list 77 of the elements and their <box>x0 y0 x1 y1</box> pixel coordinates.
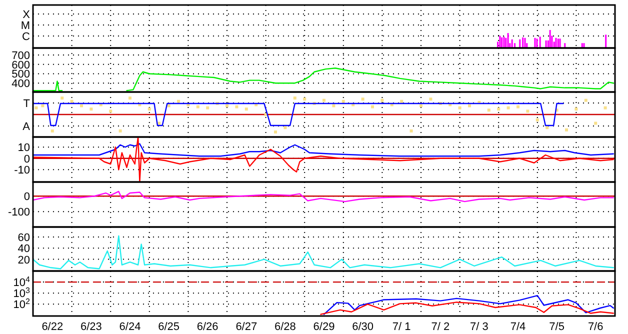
point <box>80 104 83 108</box>
point <box>244 108 248 111</box>
point <box>342 100 345 103</box>
x-tick-label: 7/ 2 <box>431 321 450 333</box>
x-tick-label: 6/24 <box>119 321 141 333</box>
y-tick-label: 10 <box>18 142 30 154</box>
point <box>332 104 336 108</box>
x-tick-label: 6/26 <box>196 321 218 333</box>
point <box>380 98 384 102</box>
y-tick-label: 20 <box>18 254 30 266</box>
point <box>128 96 132 100</box>
point <box>70 100 74 103</box>
point <box>604 106 607 110</box>
x-tick-label: 6/28 <box>274 321 296 333</box>
point <box>235 105 238 108</box>
point <box>371 105 374 108</box>
x-tick-label: 6/27 <box>236 321 258 333</box>
x-tick-label: 7/4 <box>510 321 526 333</box>
y-tick-label: 60 <box>18 232 30 244</box>
text: X <box>22 9 31 21</box>
y-tick-label: 40 <box>18 243 30 256</box>
point <box>546 126 549 130</box>
point <box>303 98 306 101</box>
point <box>506 106 510 110</box>
point <box>50 129 54 132</box>
point <box>584 98 588 102</box>
point <box>565 128 568 132</box>
point <box>109 110 112 113</box>
x-tick-label: 6/29 <box>313 321 335 333</box>
point <box>284 126 287 130</box>
y-tick-label: 0 <box>24 153 30 166</box>
point <box>526 110 530 113</box>
x-tick-label: 7/5 <box>549 321 564 333</box>
y-tick-label: 400 <box>12 78 30 90</box>
point <box>420 104 422 108</box>
text: T <box>23 98 30 110</box>
point <box>458 106 462 110</box>
text: A <box>22 121 31 133</box>
x-tick-label: 6/23 <box>80 321 102 333</box>
point <box>497 108 500 111</box>
x-tick-label: 6/22 <box>42 321 64 333</box>
point <box>410 129 413 132</box>
point <box>516 105 520 108</box>
point <box>118 129 122 132</box>
point <box>361 98 364 101</box>
x-tick-label: 7/ 3 <box>470 321 488 333</box>
point <box>158 122 161 125</box>
point <box>90 108 93 111</box>
point <box>274 130 277 134</box>
y-tick-label: -10 <box>14 164 30 177</box>
x-tick-label: 6/25 <box>158 321 180 333</box>
point <box>536 118 539 122</box>
y-tick-label: 10$^{2}$ <box>13 296 31 312</box>
point <box>148 108 151 111</box>
point <box>322 98 326 102</box>
x-tick-label: 7/6 <box>588 321 604 333</box>
x-tick-label: 6/30 <box>352 321 374 333</box>
text: C <box>22 31 30 43</box>
y-tick-label: 0 <box>24 191 30 204</box>
text: M <box>20 20 30 32</box>
point <box>177 100 180 103</box>
point <box>206 106 210 110</box>
point <box>196 105 200 108</box>
point <box>167 104 170 108</box>
point <box>574 108 578 111</box>
point <box>226 104 228 108</box>
point <box>293 96 296 100</box>
point <box>41 104 44 108</box>
point <box>429 98 432 101</box>
point <box>594 122 598 125</box>
point <box>60 96 64 100</box>
y-tick-label: -100 <box>8 206 30 219</box>
x-tick-label: 7/ 1 <box>392 321 411 333</box>
point <box>487 108 490 112</box>
point <box>468 104 471 108</box>
point <box>400 100 404 103</box>
y-tick-label: 600 <box>12 59 30 72</box>
